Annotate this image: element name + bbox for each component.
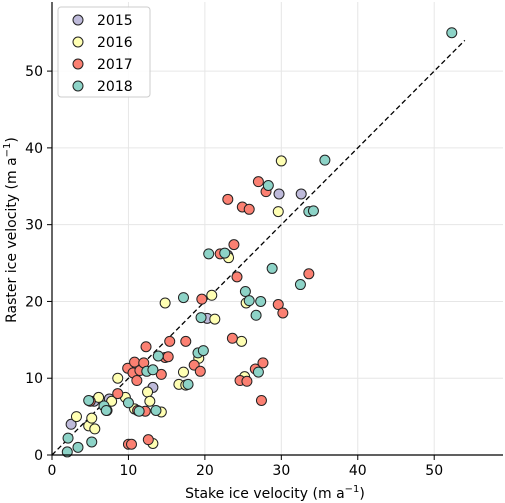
point-2016 [86, 412, 98, 424]
point-2017 [252, 176, 264, 188]
point-2017 [140, 341, 152, 353]
x-axis-label: Stake ice velocity (m a−1) [185, 484, 365, 502]
point-2017 [131, 375, 143, 387]
legend-label-2016: 2016 [97, 35, 133, 51]
legend-marker-2018 [72, 80, 84, 92]
point-2016 [275, 155, 287, 167]
point-2016 [89, 423, 101, 435]
point-2017 [196, 293, 208, 305]
point-2016 [159, 297, 171, 309]
point-2016 [272, 206, 284, 218]
point-2017 [194, 365, 206, 377]
point-2017 [243, 203, 255, 215]
axes [51, 2, 503, 456]
point-2017 [226, 332, 238, 344]
point-2018 [195, 312, 207, 324]
point-2017 [303, 268, 315, 280]
legend-label-2017: 2017 [97, 57, 133, 73]
legend-marker-2017 [72, 58, 84, 70]
point-2018 [239, 285, 251, 297]
point-2018 [86, 436, 98, 448]
point-2016 [144, 395, 156, 407]
x-tick-label: 0 [48, 463, 57, 479]
x-tick-label: 50 [425, 463, 443, 479]
point-2015 [295, 188, 307, 200]
x-tick-label: 20 [196, 463, 214, 479]
point-2018 [266, 262, 278, 274]
point-2015 [273, 188, 285, 200]
point-2018 [72, 441, 84, 453]
point-2018 [122, 397, 134, 409]
y-tick-label: 30 [25, 218, 43, 234]
point-2018 [147, 364, 159, 376]
point-2018 [446, 27, 458, 39]
legend-marker-2015 [72, 14, 84, 26]
scatter-points [61, 27, 458, 458]
point-2017 [180, 335, 192, 347]
y-tick-label: 10 [25, 371, 43, 387]
point-2016 [70, 411, 82, 423]
point-2016 [209, 313, 221, 325]
point-2018 [62, 432, 74, 444]
point-2017 [228, 239, 240, 251]
y-axis-label: Raster ice velocity (m a−1) [2, 137, 20, 323]
point-2017 [155, 368, 167, 380]
legend-marker-2016 [72, 36, 84, 48]
point-2017 [164, 335, 176, 347]
y-tick-label: 0 [34, 448, 43, 464]
x-tick-label: 10 [120, 463, 138, 479]
point-2018 [219, 247, 231, 259]
point-2018 [250, 309, 262, 321]
point-2017 [142, 434, 154, 446]
y-tick-label: 20 [25, 294, 43, 310]
tick-labels: 0 10 20 30 40 50 0 10 20 30 40 50 [25, 64, 443, 479]
legend-items: 2015 2016 2017 2018 [72, 13, 133, 95]
point-2016 [206, 289, 218, 301]
point-2017 [257, 357, 269, 369]
point-2018 [83, 394, 95, 406]
point-2017 [277, 307, 289, 319]
point-2018 [319, 154, 331, 166]
point-2017 [112, 388, 124, 400]
point-2018 [133, 405, 145, 417]
point-2018 [294, 279, 306, 291]
point-2018 [307, 205, 319, 217]
point-2017 [231, 271, 243, 283]
point-2017 [272, 299, 284, 311]
y-tick-label: 50 [25, 64, 43, 80]
point-2017 [255, 394, 267, 406]
point-2018 [197, 345, 209, 357]
legend: 2015 2016 2017 2018 [57, 6, 151, 98]
point-2018 [262, 180, 274, 192]
point-2018 [243, 295, 255, 307]
point-2018 [150, 404, 162, 416]
point-2017 [222, 193, 234, 205]
legend-box [57, 6, 151, 98]
point-2018 [100, 404, 112, 416]
point-2018 [182, 378, 194, 390]
point-2016 [177, 366, 189, 378]
point-2016 [112, 372, 124, 384]
point-2017 [241, 375, 253, 387]
point-2018 [203, 248, 215, 260]
x-tick-label: 40 [349, 463, 367, 479]
point-2018 [177, 292, 189, 304]
x-tick-label: 30 [272, 463, 290, 479]
point-2018 [252, 366, 264, 378]
point-2018 [255, 295, 267, 307]
y-tick-label: 40 [25, 141, 43, 157]
point-2017 [125, 438, 137, 450]
reference-line [51, 39, 466, 456]
legend-label-2018: 2018 [97, 79, 133, 95]
point-2016 [142, 386, 154, 398]
point-2015 [65, 418, 77, 430]
point-2016 [236, 335, 248, 347]
point-2017 [162, 351, 174, 363]
point-2018 [152, 350, 164, 362]
legend-label-2015: 2015 [97, 13, 133, 29]
